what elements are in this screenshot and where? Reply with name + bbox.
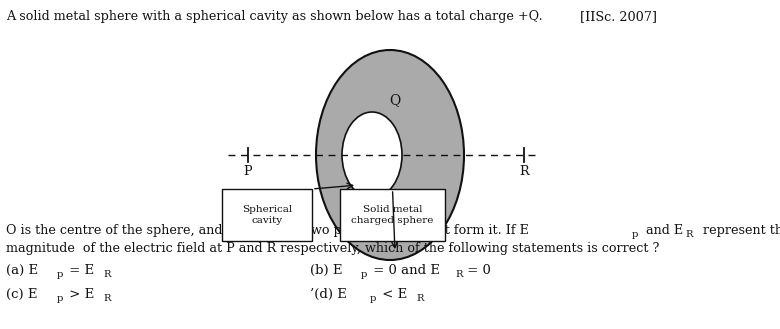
Text: and E: and E [642, 224, 683, 237]
Text: R: R [103, 270, 111, 279]
Text: p: p [370, 294, 377, 303]
Text: R: R [455, 270, 463, 279]
FancyBboxPatch shape [222, 189, 312, 241]
Text: < E: < E [378, 288, 407, 301]
Text: (b) E: (b) E [310, 264, 342, 277]
Ellipse shape [342, 112, 402, 198]
Text: > E: > E [65, 288, 94, 301]
Text: (a) E: (a) E [6, 264, 38, 277]
Text: = 0: = 0 [463, 264, 491, 277]
Text: Q: Q [389, 93, 401, 107]
FancyBboxPatch shape [340, 189, 445, 241]
Text: represent the: represent the [695, 224, 780, 237]
Text: ’(d) E: ’(d) E [310, 288, 347, 301]
Text: magnitude  of the electric field at P and R respectively, which of the following: magnitude of the electric field at P and… [6, 242, 659, 255]
Text: R: R [416, 294, 424, 303]
Text: R: R [685, 230, 693, 239]
Text: Solid metal
charged sphere: Solid metal charged sphere [351, 205, 434, 225]
Text: [IISc. 2007]: [IISc. 2007] [580, 10, 657, 23]
Text: R: R [519, 165, 529, 178]
Text: p: p [57, 294, 63, 303]
Text: (c) E: (c) E [6, 288, 37, 301]
Text: p: p [57, 270, 63, 279]
Text: = 0 and E: = 0 and E [369, 264, 440, 277]
Ellipse shape [316, 50, 464, 260]
Text: R: R [103, 294, 111, 303]
Text: P: P [243, 165, 252, 178]
Text: Spherical
cavity: Spherical cavity [242, 205, 292, 225]
Text: p: p [361, 270, 367, 279]
Text: = E: = E [65, 264, 94, 277]
Text: O is the centre of the sphere, and P and R are two points equidistant form it. I: O is the centre of the sphere, and P and… [6, 224, 529, 237]
Text: A solid metal sphere with a spherical cavity as shown below has a total charge +: A solid metal sphere with a spherical ca… [6, 10, 543, 23]
Text: p: p [632, 230, 638, 239]
